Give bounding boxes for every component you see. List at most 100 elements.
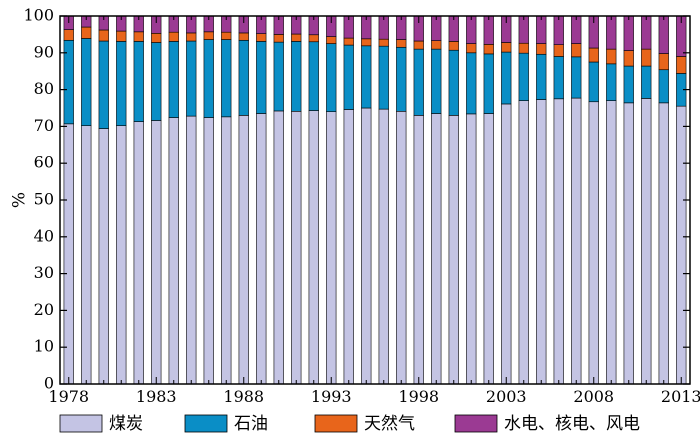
bar-segment-1995-s0 <box>361 107 372 385</box>
bar-segment-2009-s1 <box>606 63 617 101</box>
bar-segment-2009-s2 <box>606 48 617 65</box>
bar-segment-2003-s1 <box>501 51 512 105</box>
bar-segment-2002-s2 <box>483 44 494 55</box>
bar-segment-1994-s2 <box>343 37 354 46</box>
bar-segment-1999-s0 <box>431 113 442 385</box>
bar-segment-1999-s2 <box>431 40 442 50</box>
bar-segment-2002-s1 <box>483 53 494 114</box>
bar-segment-1985-s1 <box>186 40 197 117</box>
bar-segment-2009-s3 <box>606 15 617 50</box>
y-tick-label: 40 <box>34 226 54 245</box>
bar-segment-2013-s2 <box>676 56 687 74</box>
bar-segment-1986-s0 <box>203 117 214 385</box>
legend-swatch <box>184 414 228 433</box>
bar-segment-1981-s0 <box>116 125 127 385</box>
legend-label: 煤炭 <box>109 414 143 434</box>
bar-segment-2006-s1 <box>553 56 564 100</box>
y-tick-label: 100 <box>23 6 54 25</box>
bar-segment-1998-s2 <box>413 40 424 50</box>
bar-segment-1981-s2 <box>116 30 127 42</box>
bar-segment-1997-s1 <box>396 46 407 112</box>
x-tick-label: 2013 <box>661 387 700 406</box>
bar-segment-2012-s3 <box>658 15 669 54</box>
bar-segment-2005-s0 <box>536 99 547 385</box>
bar-segment-1989-s2 <box>256 33 267 42</box>
bar-segment-2012-s0 <box>658 102 669 385</box>
bar-segment-1979-s0 <box>81 125 92 385</box>
bar-segment-1984-s0 <box>168 117 179 385</box>
bar-segment-1990-s1 <box>273 41 284 112</box>
bar-segment-2012-s2 <box>658 53 669 71</box>
bar-segment-2006-s0 <box>553 98 564 385</box>
bar-segment-2000-s1 <box>448 49 459 116</box>
bar-segment-1991-s1 <box>291 41 302 112</box>
y-tick-label: 10 <box>34 337 54 356</box>
bar-segment-1998-s1 <box>413 48 424 116</box>
bar-segment-1980-s0 <box>98 128 109 385</box>
bar-segment-1991-s0 <box>291 111 302 385</box>
bar-segment-2010-s2 <box>623 50 634 67</box>
bar-segment-2001-s3 <box>466 15 477 44</box>
bar-segment-2007-s0 <box>571 97 582 385</box>
bar-segment-2011-s2 <box>641 48 652 67</box>
x-tick-label: 2008 <box>573 387 614 406</box>
bar-segment-1997-s2 <box>396 39 407 48</box>
bar-segment-1984-s2 <box>168 31 179 42</box>
bar-segment-2002-s3 <box>483 15 494 45</box>
bar-segment-1987-s1 <box>221 39 232 118</box>
y-tick-label: 30 <box>34 263 54 282</box>
x-tick-label: 1988 <box>223 387 264 406</box>
bar-segment-1983-s2 <box>151 32 162 43</box>
bar-segment-2004-s0 <box>518 100 529 385</box>
bar-segment-1985-s2 <box>186 32 197 42</box>
x-tick-label: 1998 <box>398 387 439 406</box>
bar-segment-1979-s1 <box>81 38 92 126</box>
bar-segment-1982-s1 <box>133 41 144 122</box>
bar-segment-2008-s0 <box>588 101 599 385</box>
bar-segment-1992-s2 <box>308 34 319 43</box>
bar-segment-2001-s1 <box>466 52 477 115</box>
x-tick-label: 1993 <box>311 387 352 406</box>
legend-swatch <box>59 414 103 433</box>
bar-segment-2000-s2 <box>448 41 459 51</box>
bar-segment-1986-s1 <box>203 39 214 118</box>
legend-swatch <box>314 414 358 433</box>
bar-segment-2010-s0 <box>623 102 634 385</box>
bar-segment-1993-s2 <box>326 36 337 44</box>
bar-segment-1995-s2 <box>361 38 372 47</box>
bar-segment-2000-s0 <box>448 115 459 385</box>
bar-segment-2010-s1 <box>623 65 634 104</box>
legend-label: 天然气 <box>364 414 415 434</box>
bar-segment-1998-s0 <box>413 115 424 385</box>
bar-segment-1978-s2 <box>63 29 74 41</box>
bar-segment-1988-s2 <box>238 32 249 41</box>
bar-segment-2003-s0 <box>501 103 512 385</box>
bar-segment-1986-s2 <box>203 31 214 40</box>
y-tick-label: 80 <box>34 79 54 98</box>
bar-segment-2005-s1 <box>536 53 547 100</box>
bar-segment-1989-s0 <box>256 113 267 385</box>
bar-segment-1995-s1 <box>361 45 372 109</box>
bars-layer <box>63 15 687 385</box>
bar-segment-2012-s1 <box>658 69 669 104</box>
y-axis-title: % <box>10 192 30 208</box>
y-tick-label: 50 <box>34 190 54 209</box>
y-tick-label: 70 <box>34 116 54 135</box>
bar-segment-1989-s1 <box>256 41 267 114</box>
bar-segment-1999-s1 <box>431 48 442 114</box>
bar-segment-1996-s2 <box>378 38 389 47</box>
x-tick-label: 1978 <box>48 387 89 406</box>
bar-segment-1997-s0 <box>396 111 407 385</box>
bar-segment-1990-s2 <box>273 34 284 43</box>
bar-segment-1992-s0 <box>308 110 319 385</box>
bar-segment-1980-s1 <box>98 40 109 129</box>
bar-segment-1987-s0 <box>221 116 232 385</box>
bar-segment-2001-s2 <box>466 43 477 54</box>
bar-segment-2008-s1 <box>588 61 599 103</box>
legend-label: 石油 <box>234 414 268 434</box>
bar-segment-2004-s1 <box>518 52 529 101</box>
bar-segment-2011-s1 <box>641 65 652 99</box>
bar-segment-1985-s0 <box>186 115 197 385</box>
bar-segment-2011-s3 <box>641 15 652 50</box>
